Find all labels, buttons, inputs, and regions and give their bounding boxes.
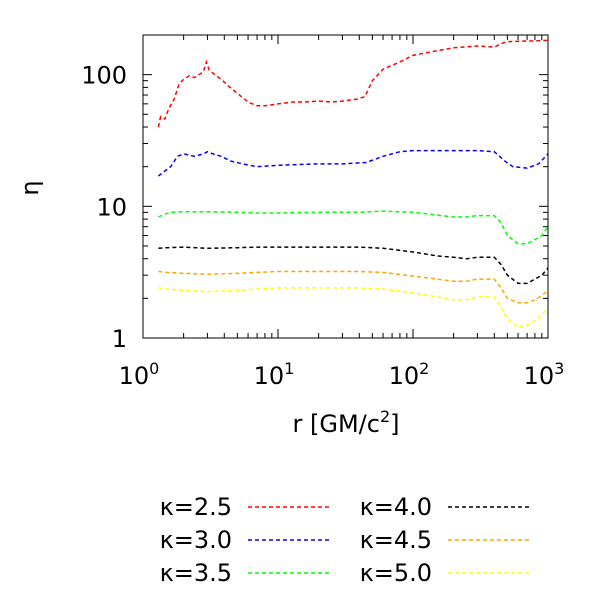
x-tick-label-base: 10 — [254, 362, 285, 390]
x-tick-label-exp: 2 — [419, 359, 429, 378]
legend-label: κ=3.5 — [160, 559, 232, 587]
x-axis-label: r [GM/c2] — [292, 407, 399, 438]
x-tick-label-base: 10 — [119, 362, 150, 390]
x-tick-label: 101 — [254, 359, 295, 390]
y-tick-label: 1 — [112, 325, 127, 353]
legend-label: κ=5.0 — [360, 559, 432, 587]
series-line-6 — [158, 287, 549, 329]
ticks-layer — [142, 34, 549, 339]
y-axis-label: η — [16, 180, 44, 195]
series-layer — [157, 39, 549, 329]
series-line-4 — [158, 246, 549, 285]
legend-label: κ=3.0 — [160, 526, 232, 554]
x-tick-label-exp: 1 — [284, 359, 294, 378]
y-tick-label: 10 — [96, 193, 127, 221]
series-line-5 — [158, 270, 549, 304]
x-axis-label-main: r [GM/c — [292, 410, 379, 438]
plot-frame — [142, 34, 549, 339]
x-axis-label-sup: 2 — [380, 407, 390, 426]
x-tick-label-base: 10 — [524, 362, 555, 390]
series-line-2 — [157, 149, 549, 177]
legend: κ=2.5 κ=3.0 κ=3.5 κ=4.0 κ=4.5 κ=5.0 — [160, 493, 530, 587]
x-tick-label: 102 — [389, 359, 430, 390]
x-tick-label: 100 — [119, 359, 160, 390]
x-tick-label-base: 10 — [389, 362, 420, 390]
x-tick-label: 103 — [524, 359, 565, 390]
series-line-1 — [157, 39, 549, 128]
x-tick-label-exp: 3 — [554, 359, 564, 378]
y-tick-label: 100 — [81, 62, 127, 90]
x-tick-label-exp: 0 — [149, 359, 159, 378]
x-axis-label-end: ] — [390, 410, 399, 438]
series-line-3 — [158, 210, 549, 245]
legend-label: κ=4.5 — [360, 526, 432, 554]
legend-label: κ=2.5 — [160, 493, 232, 521]
legend-label: κ=4.0 — [360, 493, 432, 521]
